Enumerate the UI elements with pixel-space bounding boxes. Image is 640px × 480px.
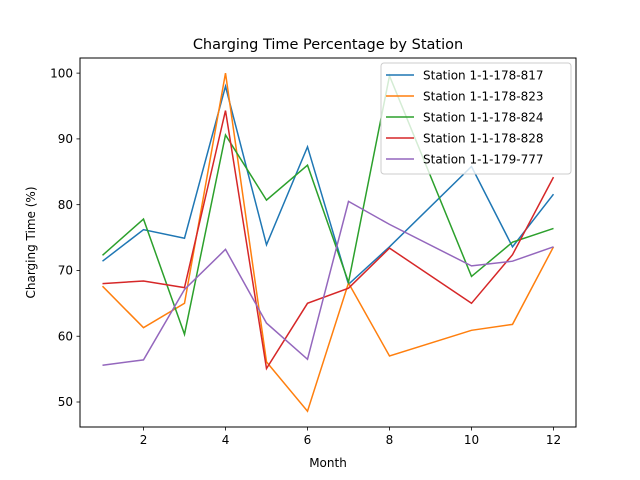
legend-box (380, 62, 572, 175)
series-line-2 (101, 72, 555, 413)
legend: Station 1-1-178-817 Station 1-1-178-823 St… (380, 62, 572, 175)
x-axis: 2 4 6 8 10 12 (140, 427, 561, 447)
legend-label-4: Station 1-1-178-828 (423, 131, 544, 145)
x-tick-label: 8 (386, 433, 394, 447)
y-tick-label: 80 (58, 198, 73, 212)
x-tick-label: 2 (140, 433, 148, 447)
series-line-4 (102, 110, 555, 371)
x-tick-label: 12 (546, 433, 561, 447)
legend-label-1: Station 1-1-178-817 (423, 68, 544, 82)
y-axis: 50 60 70 80 90 100 (50, 66, 80, 409)
y-tick-label: 60 (58, 329, 73, 343)
legend-label-3: Station 1-1-178-824 (423, 110, 544, 124)
x-axis-label: Month (309, 456, 347, 470)
legend-label-2: Station 1-1-178-823 (423, 89, 544, 103)
series-line-5 (102, 200, 554, 366)
y-tick-label: 90 (58, 132, 73, 146)
x-tick-label: 10 (464, 433, 479, 447)
axes-frame (79, 57, 577, 428)
x-tick-label: 6 (304, 433, 312, 447)
legend-label-5: Station 1-1-179-777 (423, 152, 544, 166)
plot-area (101, 72, 555, 413)
y-tick-label: 70 (58, 264, 73, 278)
chart-title: Charging Time Percentage by Station (193, 37, 463, 53)
x-tick-label: 4 (222, 433, 230, 447)
y-tick-label: 100 (50, 66, 73, 80)
y-tick-label: 50 (58, 395, 73, 409)
y-axis-label: Charging Time (%) (24, 187, 38, 299)
series-line-1 (102, 83, 555, 286)
